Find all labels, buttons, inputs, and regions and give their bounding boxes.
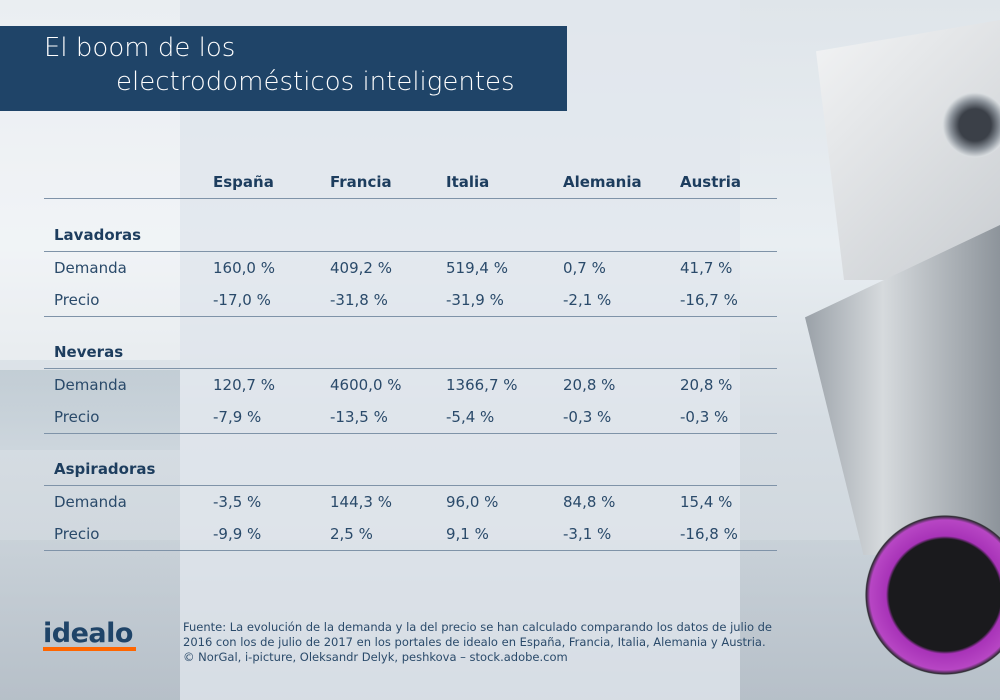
table-cell: 144,3 % <box>330 493 392 511</box>
row-label: Precio <box>54 408 100 426</box>
group-divider <box>44 485 777 486</box>
table-cell: 2,5 % <box>330 525 373 543</box>
table-cell: 9,1 % <box>446 525 489 543</box>
robot-vacuum-image <box>820 470 1000 700</box>
table-cell: -2,1 % <box>563 291 612 309</box>
table-cell: 1366,7 % <box>446 376 518 394</box>
table-cell: -3,5 % <box>213 493 262 511</box>
section-divider <box>44 433 777 434</box>
table-cell: -0,3 % <box>680 408 729 426</box>
title-line-1: El boom de los <box>44 33 236 63</box>
table-cell: 120,7 % <box>213 376 275 394</box>
table-cell: -17,0 % <box>213 291 271 309</box>
row-label: Precio <box>54 525 100 543</box>
idealo-logo: idealo <box>43 618 133 649</box>
table-cell: -13,5 % <box>330 408 388 426</box>
source-note-line-2: 2016 con los de julio de 2017 en los por… <box>183 635 766 649</box>
table-cell: -31,8 % <box>330 291 388 309</box>
source-note-line-1: Fuente: La evolución de la demanda y la … <box>183 620 773 634</box>
table-cell: -5,4 % <box>446 408 495 426</box>
row-label: Demanda <box>54 259 127 277</box>
row-label: Demanda <box>54 493 127 511</box>
table-cell: -16,7 % <box>680 291 738 309</box>
table-cell: -31,9 % <box>446 291 504 309</box>
table-cell: -3,1 % <box>563 525 612 543</box>
table-cell: -7,9 % <box>213 408 262 426</box>
group-divider <box>44 368 777 369</box>
section-divider <box>44 316 777 317</box>
table-cell: 519,4 % <box>446 259 508 277</box>
image-credits: © NorGal, i-picture, Oleksandr Delyk, pe… <box>183 650 568 664</box>
table-cell: 20,8 % <box>680 376 733 394</box>
column-header: Austria <box>680 173 742 191</box>
column-header: Francia <box>330 173 392 191</box>
logo-underline <box>43 647 136 651</box>
table-cell: -9,9 % <box>213 525 262 543</box>
table-cell: 96,0 % <box>446 493 499 511</box>
table-cell: 0,7 % <box>563 259 606 277</box>
group-label: Aspiradoras <box>54 460 156 478</box>
column-header: Alemania <box>563 173 642 191</box>
table-cell: -16,8 % <box>680 525 738 543</box>
table-cell: 20,8 % <box>563 376 616 394</box>
table-cell: 4600,0 % <box>330 376 402 394</box>
table-panel <box>180 0 740 700</box>
column-header: España <box>213 173 274 191</box>
table-cell: 160,0 % <box>213 259 275 277</box>
table-cell: 409,2 % <box>330 259 392 277</box>
row-label: Demanda <box>54 376 127 394</box>
background-city <box>0 370 180 450</box>
group-label: Neveras <box>54 343 124 361</box>
table-cell: 84,8 % <box>563 493 616 511</box>
title-banner <box>0 26 567 111</box>
table-cell: -0,3 % <box>563 408 612 426</box>
section-divider <box>44 550 777 551</box>
group-divider <box>44 251 777 252</box>
row-label: Precio <box>54 291 100 309</box>
header-divider <box>44 198 777 199</box>
table-cell: 41,7 % <box>680 259 733 277</box>
washing-machine-drum <box>930 80 1000 170</box>
source-note: Fuente: La evolución de la demanda y la … <box>183 620 783 665</box>
column-header: Italia <box>446 173 490 191</box>
title-line-2: electrodomésticos inteligentes <box>116 67 515 97</box>
group-label: Lavadoras <box>54 226 142 244</box>
table-cell: 15,4 % <box>680 493 733 511</box>
